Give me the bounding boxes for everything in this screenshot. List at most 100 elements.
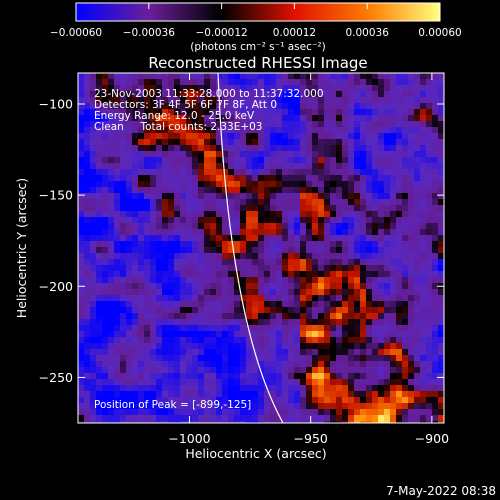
heatmap-cell (384, 331, 391, 338)
heatmap-cell (330, 199, 337, 206)
heatmap-cell (354, 355, 361, 362)
heatmap-cell (156, 379, 163, 386)
heatmap-cell (84, 133, 91, 140)
heatmap-cell (360, 127, 367, 134)
heatmap-cell (168, 211, 175, 218)
heatmap-cell (156, 181, 163, 188)
heatmap-cell (132, 73, 139, 80)
heatmap-cell (402, 409, 409, 416)
heatmap-cell (288, 289, 295, 296)
heatmap-cell (186, 253, 193, 260)
heatmap-cell (396, 397, 403, 404)
heatmap-cell (318, 97, 325, 104)
heatmap-cell (252, 163, 259, 170)
heatmap-cell (204, 271, 211, 278)
heatmap-cell (162, 235, 169, 242)
heatmap-cell (264, 127, 271, 134)
heatmap-cell (198, 307, 205, 314)
heatmap-cell (144, 199, 151, 206)
heatmap-cell (366, 391, 373, 398)
heatmap-cell (150, 361, 157, 368)
heatmap-cell (114, 301, 121, 308)
heatmap-cell (192, 289, 199, 296)
heatmap-cell (342, 133, 349, 140)
heatmap-cell (348, 145, 355, 152)
heatmap-cell (168, 97, 175, 104)
heatmap-cell (342, 103, 349, 110)
heatmap-cell (270, 415, 277, 422)
heatmap-cell (288, 271, 295, 278)
heatmap-cell (216, 355, 223, 362)
heatmap-cell (186, 385, 193, 392)
heatmap-cell (432, 73, 439, 80)
heatmap-cell (438, 361, 444, 368)
heatmap-cell (210, 265, 217, 272)
heatmap-cell (180, 91, 187, 98)
heatmap-cell (120, 217, 127, 224)
heatmap-cell (426, 271, 433, 278)
heatmap-cell (192, 307, 199, 314)
heatmap-cell (384, 157, 391, 164)
heatmap-cell (390, 199, 397, 206)
heatmap-cell (156, 343, 163, 350)
heatmap-cell (222, 97, 229, 104)
heatmap-cell (318, 397, 325, 404)
heatmap-cell (420, 421, 427, 423)
heatmap-cell (204, 223, 211, 230)
heatmap-cell (162, 127, 169, 134)
heatmap-cell (258, 217, 265, 224)
heatmap-cell (414, 361, 421, 368)
heatmap-cell (186, 319, 193, 326)
heatmap-cell (180, 85, 187, 92)
heatmap-cell (396, 157, 403, 164)
heatmap-cell (300, 331, 307, 338)
heatmap-cell (186, 283, 193, 290)
heatmap-cell (216, 391, 223, 398)
heatmap-cell (162, 265, 169, 272)
heatmap-cell (438, 355, 444, 362)
heatmap-cell (192, 403, 199, 410)
heatmap-cell (114, 235, 121, 242)
heatmap-cell (150, 421, 157, 423)
heatmap-cell (138, 181, 145, 188)
heatmap-cell (192, 169, 199, 176)
heatmap-cell (192, 235, 199, 242)
heatmap-cell (198, 385, 205, 392)
heatmap-cell (336, 91, 343, 98)
heatmap-cell (270, 331, 277, 338)
heatmap-cell (420, 151, 427, 158)
heatmap-cell (204, 211, 211, 218)
heatmap-cell (378, 277, 385, 284)
heatmap-cell (318, 79, 325, 86)
heatmap-cell (174, 97, 181, 104)
heatmap-cell (108, 157, 115, 164)
heatmap-cell (276, 307, 283, 314)
heatmap-cell (114, 379, 121, 386)
heatmap-cell (84, 337, 91, 344)
heatmap-cell (300, 379, 307, 386)
heatmap-cell (282, 241, 289, 248)
heatmap-cell (402, 337, 409, 344)
heatmap-cell (360, 241, 367, 248)
heatmap-cell (162, 295, 169, 302)
heatmap-cell (408, 361, 415, 368)
heatmap-cell (138, 349, 145, 356)
heatmap-cell (174, 115, 181, 122)
heatmap-cell (348, 85, 355, 92)
heatmap-cell (144, 325, 151, 332)
heatmap-cell (366, 229, 373, 236)
heatmap-cell (432, 223, 439, 230)
heatmap-cell (414, 349, 421, 356)
heatmap-cell (258, 247, 265, 254)
heatmap-cell (264, 229, 271, 236)
heatmap-cell (240, 187, 247, 194)
heatmap-cell (210, 277, 217, 284)
heatmap-cell (276, 73, 283, 80)
heatmap-cell (264, 313, 271, 320)
heatmap-cell (366, 271, 373, 278)
heatmap-cell (366, 319, 373, 326)
heatmap-cell (300, 199, 307, 206)
heatmap-cell (306, 253, 313, 260)
heatmap-cell (384, 397, 391, 404)
heatmap-cell (312, 271, 319, 278)
